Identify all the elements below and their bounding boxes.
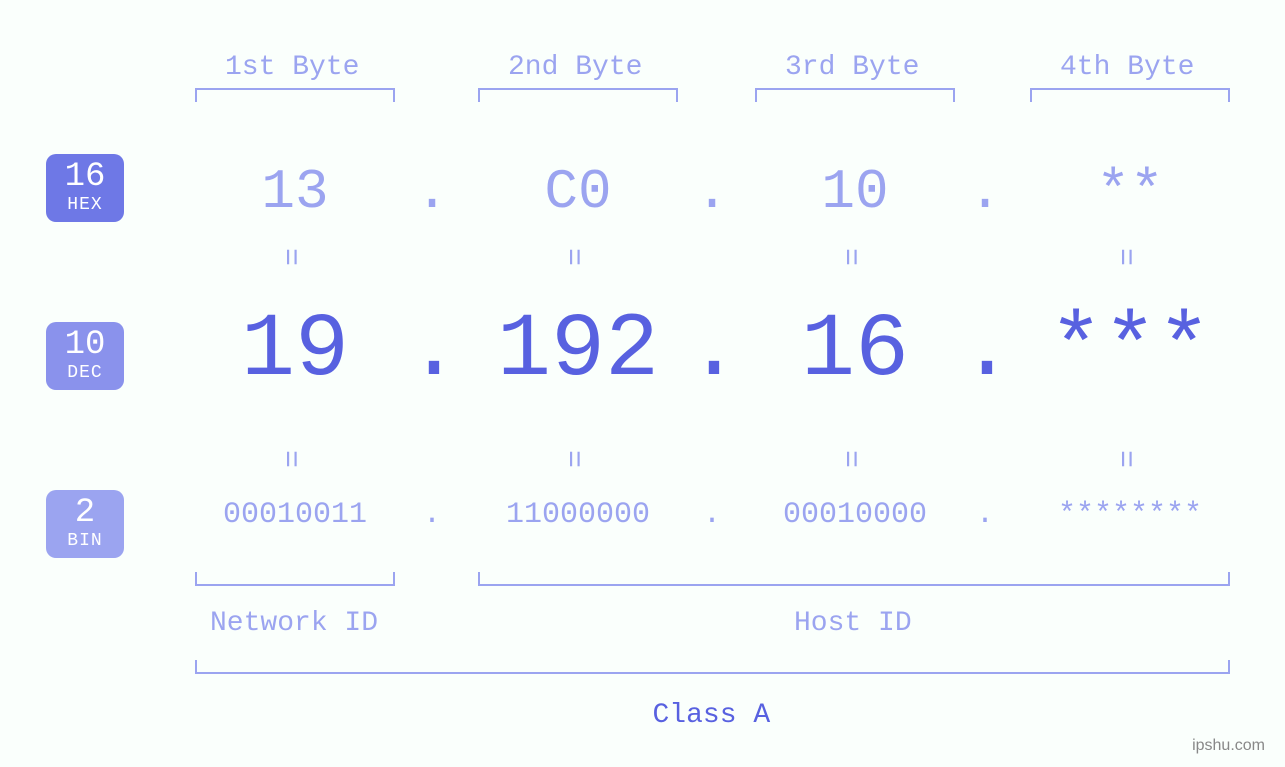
eq2-2: =: [555, 450, 589, 468]
class-label: Class A: [653, 700, 771, 731]
badge-bin-label: BIN: [67, 532, 102, 550]
network-id-label: Network ID: [210, 608, 378, 639]
class-bracket: [195, 660, 1230, 674]
badge-bin: 2 BIN: [46, 490, 124, 558]
bin-dot-1: .: [417, 498, 447, 532]
byte-bracket-3: [755, 88, 955, 102]
host-id-label: Host ID: [794, 608, 912, 639]
dec-byte-4: ***: [1000, 300, 1260, 402]
dec-dot-2: .: [687, 300, 737, 402]
badge-dec: 10 DEC: [46, 322, 124, 390]
hex-byte-1: 13: [185, 160, 405, 224]
network-id-bracket: [195, 572, 395, 586]
eq1-3: =: [832, 248, 866, 266]
dec-dot-1: .: [407, 300, 457, 402]
watermark: ipshu.com: [1192, 737, 1265, 755]
byte-header-3: 3rd Byte: [785, 52, 919, 83]
hex-byte-2: C0: [468, 160, 688, 224]
eq2-3: =: [832, 450, 866, 468]
badge-dec-label: DEC: [67, 364, 102, 382]
byte-header-1: 1st Byte: [225, 52, 359, 83]
hex-byte-3: 10: [745, 160, 965, 224]
byte-bracket-2: [478, 88, 678, 102]
badge-hex-num: 16: [65, 160, 106, 194]
eq1-4: =: [1107, 248, 1141, 266]
bin-byte-4: ********: [1010, 498, 1250, 532]
byte-bracket-1: [195, 88, 395, 102]
eq2-1: =: [272, 450, 306, 468]
bin-dot-3: .: [970, 498, 1000, 532]
dec-dot-3: .: [960, 300, 1010, 402]
badge-hex-label: HEX: [67, 196, 102, 214]
eq2-4: =: [1107, 450, 1141, 468]
hex-byte-4: **: [1020, 160, 1240, 224]
bin-byte-1: 00010011: [175, 498, 415, 532]
byte-header-2: 2nd Byte: [508, 52, 642, 83]
hex-dot-2: .: [692, 160, 732, 224]
badge-bin-num: 2: [75, 496, 95, 530]
badge-hex: 16 HEX: [46, 154, 124, 222]
bin-byte-3: 00010000: [735, 498, 975, 532]
hex-dot-3: .: [965, 160, 1005, 224]
bin-byte-2: 11000000: [458, 498, 698, 532]
dec-byte-3: 16: [725, 300, 985, 402]
byte-header-4: 4th Byte: [1060, 52, 1194, 83]
dec-byte-2: 192: [448, 300, 708, 402]
eq1-2: =: [555, 248, 589, 266]
bin-dot-2: .: [697, 498, 727, 532]
dec-byte-1: 19: [165, 300, 425, 402]
byte-bracket-4: [1030, 88, 1230, 102]
hex-dot-1: .: [412, 160, 452, 224]
host-id-bracket: [478, 572, 1230, 586]
badge-dec-num: 10: [65, 328, 106, 362]
eq1-1: =: [272, 248, 306, 266]
